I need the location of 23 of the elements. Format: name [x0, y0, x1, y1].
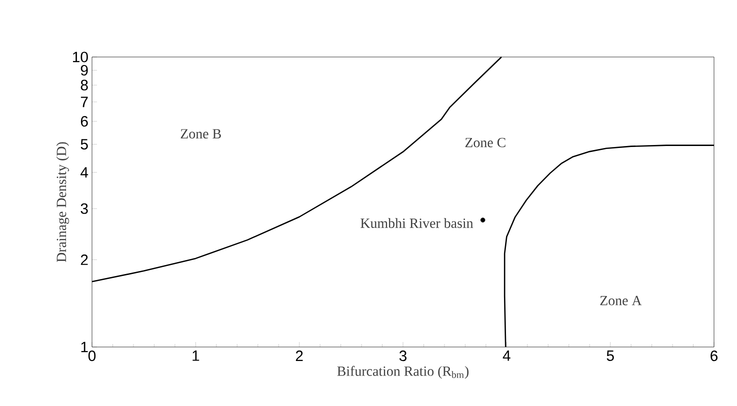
x-tick-label: 4: [502, 350, 510, 361]
annotation: Zone C: [465, 138, 506, 148]
y-tick-label: 1: [81, 342, 88, 352]
x-tick-label: 3: [399, 350, 406, 362]
x-tick-label: 6: [710, 350, 718, 362]
y-tick-label: 10: [73, 52, 88, 62]
y-tick-label: 5: [80, 139, 88, 150]
x-tick-label: 0: [88, 350, 96, 362]
y-axis-title: Drainage Density (D): [56, 142, 70, 262]
x-tick-label: 1: [192, 350, 200, 361]
y-tick-label: 2: [80, 254, 88, 265]
y-tick-label: 8: [80, 80, 88, 90]
annotation: Zone A: [600, 296, 642, 306]
x-tick-label: 2: [296, 350, 303, 361]
annotation: Zone B: [180, 129, 221, 138]
y-tick-label: 6: [80, 116, 88, 127]
x-tick-label: 5: [606, 350, 614, 361]
annotation: Kumbhi River basin: [360, 218, 474, 228]
x-axis-title: Bifurcation Ratio (R$_{bm}$): [337, 366, 469, 379]
y-tick-label: 9: [80, 64, 88, 76]
y-tick-label: 7: [80, 96, 88, 108]
y-tick-label: 4: [80, 167, 88, 178]
y-tick-label: 3: [80, 203, 88, 214]
